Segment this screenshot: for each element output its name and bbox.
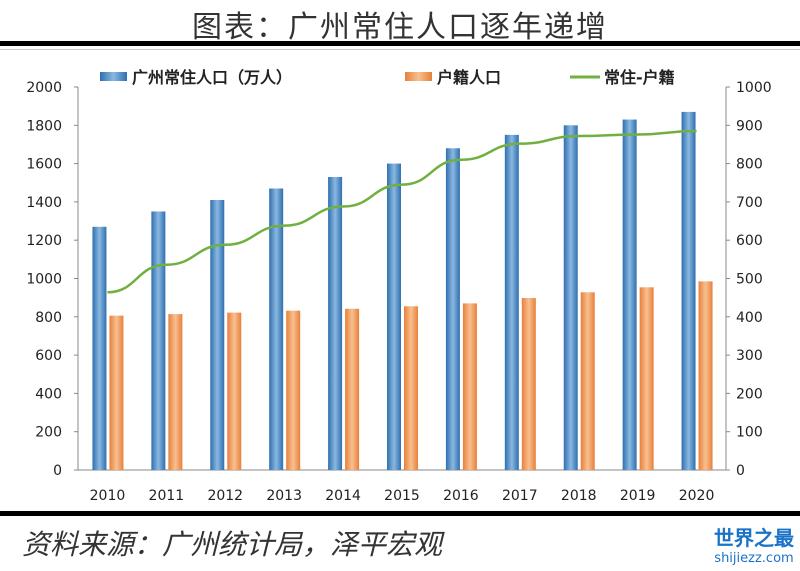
watermark-name: 世界之最 [714,526,794,550]
top-rule [0,41,800,46]
legend-swatch-resident [100,72,127,81]
bar-hukou-2012 [227,312,242,470]
x-tick-label: 2011 [149,488,185,504]
right-tick-label: 900 [736,118,763,134]
bar-hukou-2015 [404,306,418,470]
right-tick-label: 1000 [736,80,772,96]
bar-hukou-2010 [109,315,124,470]
bar-resident-2013 [269,188,284,470]
right-tick-label: 600 [736,233,763,249]
legend-label-hukou: 户籍人口 [437,68,501,87]
x-tick-label: 2020 [679,488,715,504]
left-tick-label: 1800 [26,118,62,134]
chart-title: 图表：广州常住人口逐年递增 [192,10,608,45]
bar-resident-2015 [387,163,401,470]
left-tick-label: 1000 [26,272,62,288]
x-tick-label: 2010 [90,488,126,504]
bottom-rule [0,511,800,516]
left-tick-label: 600 [35,348,62,364]
right-tick-label: 800 [736,157,763,173]
bar-resident-2017 [504,134,519,470]
left-tick-label: 1400 [26,195,62,211]
line-diff [107,129,697,294]
left-tick-label: 2000 [26,80,62,96]
right-tick-label: 700 [736,195,763,211]
x-tick-label: 2018 [561,488,597,504]
right-tick-label: 100 [736,425,763,441]
bar-resident-2010 [92,226,107,470]
watermark: 世界之最 shijiezz.com [714,522,794,566]
x-tick-label: 2015 [384,488,420,504]
bar-hukou-2020 [698,281,713,470]
bar-hukou-2018 [580,292,595,470]
legend-label-diff: 常住-户籍 [604,68,675,87]
x-tick-label: 2019 [620,488,656,504]
bar-resident-2016 [445,148,460,470]
left-tick-label: 1200 [26,233,62,249]
x-tick-label: 2014 [325,488,361,504]
bar-resident-2014 [328,177,343,470]
legend-label-resident: 广州常住人口（万人） [132,68,292,87]
bar-hukou-2011 [168,314,183,470]
x-tick-label: 2012 [207,488,243,504]
bar-resident-2018 [563,125,578,471]
thin-rule [0,49,800,50]
right-tick-label: 200 [736,386,763,402]
x-tick-label: 2017 [502,488,538,504]
left-tick-label: 200 [35,425,62,441]
watermark-url: shijiezz.com [714,551,794,566]
left-tick-label: 400 [35,386,62,402]
right-tick-label: 400 [736,310,763,326]
x-tick-label: 2013 [266,488,302,504]
left-tick-label: 0 [53,463,62,479]
bar-hukou-2016 [462,303,477,470]
source-note: 资料来源：广州统计局，泽平宏观 [22,528,443,561]
bar-hukou-2019 [639,287,654,470]
bar-hukou-2013 [286,310,301,470]
bar-resident-2011 [151,211,166,470]
right-tick-label: 0 [736,463,745,479]
right-tick-label: 500 [736,272,763,288]
bar-resident-2020 [681,111,696,471]
left-tick-label: 1600 [26,157,62,173]
x-tick-label: 2016 [443,488,479,504]
bar-resident-2012 [210,199,225,471]
legend-swatch-hukou [405,72,432,81]
bar-hukou-2014 [345,308,360,470]
bar-resident-2019 [622,119,637,471]
right-tick-label: 300 [736,348,763,364]
bar-hukou-2017 [521,298,536,470]
left-tick-label: 800 [35,310,62,326]
